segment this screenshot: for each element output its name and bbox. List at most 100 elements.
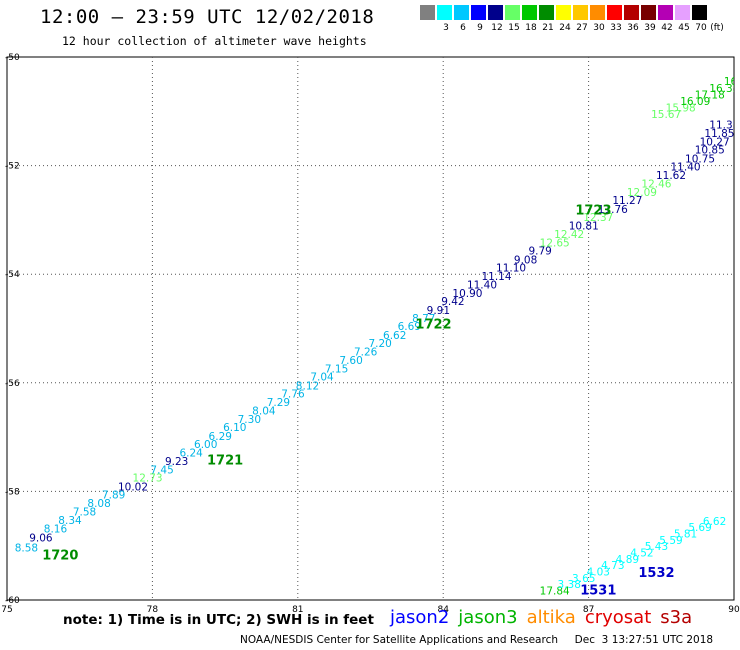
legend-swatch (505, 5, 520, 20)
swh-value: 8.16 (44, 524, 68, 536)
legend-swatch (522, 5, 537, 20)
lon-tick-label: 87 (583, 605, 594, 615)
swh-value: 16.35 (709, 83, 739, 95)
swh-value: 17.84 (540, 586, 570, 598)
swh-value: 5.69 (688, 522, 711, 534)
satellite-name: s3a (660, 607, 693, 628)
swh-value: 8.04 (252, 405, 276, 417)
swh-value: 7.26 (354, 347, 378, 359)
legend-label: 12 (491, 23, 503, 33)
swh-value: 3.38 (558, 579, 581, 591)
swh-value: 9.08 (514, 254, 537, 266)
swh-value: 17.18 (695, 89, 725, 101)
legend-label: 36 (627, 23, 639, 33)
chart-title: 12:00 – 23:59 UTC 12/02/2018 (40, 6, 375, 28)
legend-swatch (437, 5, 452, 20)
track-layer: 8.589.068.168.347.588.087.8910.0212.737.… (15, 76, 740, 599)
swh-value: 10.85 (695, 145, 725, 157)
swh-value: 8.08 (87, 498, 110, 510)
lon-tick-label: 90 (728, 605, 740, 615)
swh-value: 5.59 (659, 535, 682, 547)
legend-label: 24 (559, 23, 571, 33)
swh-value: 16.09 (680, 96, 710, 108)
swh-value: 11.40 (671, 161, 701, 173)
swh-value: 9.79 (528, 246, 551, 258)
legend-swatch (590, 5, 605, 20)
swh-value: 8.34 (58, 515, 82, 527)
legend-label: 3 (443, 23, 449, 33)
swh-value: 4.73 (601, 560, 624, 572)
lat-tick-label: -58 (5, 487, 20, 497)
credit-footer: NOAA/NESDIS Center for Satellite Applica… (240, 634, 714, 646)
swh-value: 11.40 (467, 279, 497, 291)
swh-value: 9.42 (441, 296, 464, 308)
satellite-name: altika (526, 607, 576, 628)
legend-swatch (471, 5, 486, 20)
pass-number-label: 1531 (580, 584, 616, 599)
swh-value: 11.85 (704, 128, 734, 140)
swh-value: 11.27 (612, 195, 642, 207)
legend-label: 27 (576, 23, 588, 33)
swh-value: 7.15 (325, 363, 348, 375)
legend-unit: (ft) (710, 23, 724, 33)
swh-value: 4.03 (587, 567, 610, 579)
legend-label: 9 (477, 23, 483, 33)
chart-subtitle: 12 hour collection of altimeter wave hei… (62, 34, 367, 48)
legend-label: 21 (542, 23, 554, 33)
swh-value: 6.29 (209, 431, 232, 443)
legend-label: 33 (610, 23, 622, 33)
legend-swatch (641, 5, 656, 20)
lon-tick-label: 84 (437, 605, 449, 615)
swh-value: 7.29 (267, 397, 290, 409)
swh-value: 7.89 (102, 489, 125, 501)
swh-value: 10.75 (685, 153, 715, 165)
swh-value: 10.02 (118, 481, 148, 493)
lon-tick-label: 81 (292, 605, 303, 615)
pass-number-label: 1532 (638, 566, 674, 581)
swh-value: 3.65 (572, 573, 595, 585)
legend-swatch (420, 5, 435, 20)
legend-swatch (556, 5, 571, 20)
swh-value: 10.27 (700, 137, 730, 149)
pass-number-label: 1721 (207, 453, 243, 468)
pass-number-label: 1722 (415, 318, 451, 333)
legend-label: 70 (695, 23, 707, 33)
swh-value: 6.10 (223, 422, 246, 434)
swh-value: 12.46 (641, 178, 671, 190)
swh-value: 12.37 (583, 212, 613, 224)
swh-value: 11.10 (496, 262, 526, 274)
swh-value: 12.09 (627, 187, 657, 199)
swh-value: 12.73 (133, 473, 163, 485)
swh-value: 5.81 (674, 529, 697, 541)
lon-tick-label: 75 (1, 605, 12, 615)
satellite-name: jason2 (390, 607, 450, 628)
swh-value: 7.60 (339, 355, 362, 367)
lat-tick-label: -56 (5, 379, 20, 389)
legend-label: 39 (644, 23, 656, 33)
legend-label: 45 (678, 23, 690, 33)
swh-value: 15.98 (666, 102, 696, 114)
legend-swatch (675, 5, 690, 20)
swh-value: 8.77 (412, 313, 435, 325)
swh-value: 11.76 (598, 204, 628, 216)
swh-value: 16.15 (724, 76, 740, 88)
legend-label: 15 (508, 23, 520, 33)
units-note: note: 1) Time is in UTC; 2) SWH is in fe… (63, 612, 374, 628)
lat-tick-label: -52 (5, 162, 20, 172)
lat-tick-label: -50 (5, 53, 20, 63)
swh-value: 12.42 (554, 229, 584, 241)
swh-value: 6.24 (179, 448, 203, 460)
swh-value: 6.62 (383, 330, 406, 342)
swh-value: 8.58 (15, 543, 38, 555)
satellite-name: jason3 (458, 607, 518, 628)
lat-tick-label: -54 (5, 270, 20, 280)
legend-swatch (658, 5, 673, 20)
swh-value: 4.52 (630, 548, 653, 560)
swh-value: 4.89 (616, 554, 639, 566)
legend-swatch (607, 5, 622, 20)
swh-value: 7.20 (368, 338, 391, 350)
swh-value: 6.62 (703, 516, 726, 528)
legend-label: 6 (460, 23, 466, 33)
swh-value: 11.62 (656, 170, 686, 182)
